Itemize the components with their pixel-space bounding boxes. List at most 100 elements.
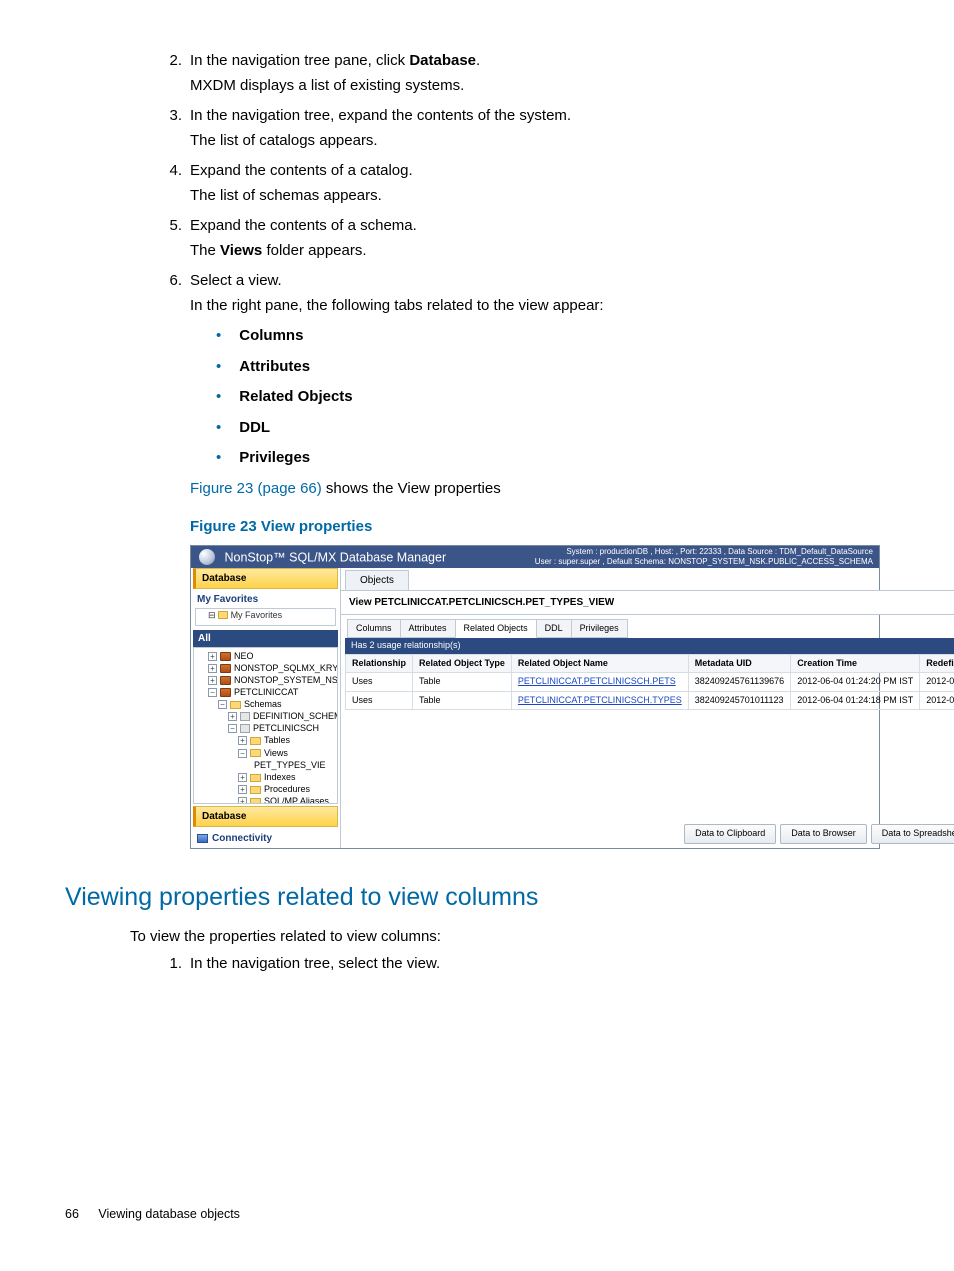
- tab-name: Attributes: [239, 358, 310, 375]
- grid-cell: Uses: [346, 673, 413, 692]
- tree-label: Views: [264, 748, 288, 758]
- step-text: In the navigation tree pane, click Datab…: [190, 52, 480, 69]
- tree-toggle-icon[interactable]: −: [218, 700, 227, 709]
- tab-list-item: Related Objects: [216, 386, 889, 409]
- section-intro: To view the properties related to view c…: [130, 926, 889, 949]
- tree-node[interactable]: PET_TYPES_VIE: [196, 759, 335, 771]
- tree-node[interactable]: + Indexes: [196, 771, 335, 783]
- tree-node[interactable]: +Tables: [196, 734, 335, 746]
- tab-name: DDL: [239, 419, 270, 436]
- detail-tab[interactable]: Columns: [347, 619, 401, 639]
- tree-toggle-icon[interactable]: +: [238, 773, 247, 782]
- grid-cell: Table: [413, 691, 512, 710]
- schema-icon: [240, 724, 250, 733]
- figure-caption: Figure 23 View properties: [190, 516, 889, 539]
- tree-toggle-icon[interactable]: −: [238, 749, 247, 758]
- export-button[interactable]: Data to Spreadsheet: [871, 824, 954, 844]
- detail-tab[interactable]: Related Objects: [455, 619, 537, 639]
- tree-toggle-icon[interactable]: +: [208, 652, 217, 661]
- tree-node[interactable]: −Schemas: [196, 698, 335, 710]
- table-row[interactable]: UsesTablePETCLINICCAT.PETCLINICSCH.TYPES…: [346, 691, 954, 710]
- connectivity-icon: [197, 834, 208, 843]
- tree-node[interactable]: + NONSTOP_SYSTEM_NSK: [196, 674, 335, 686]
- app-titlebar: NonStop™ SQL/MX Database Manager System …: [191, 546, 879, 568]
- tree-node[interactable]: +SQL/MP Aliases: [196, 795, 335, 803]
- view-tabs-list: ColumnsAttributesRelated ObjectsDDLPrivi…: [216, 325, 889, 470]
- sys-line-1: System : productionDB , Host: , Port: 22…: [535, 547, 873, 557]
- step-text: The list of schemas appears.: [190, 185, 889, 208]
- grid-header-row: RelationshipRelated Object TypeRelated O…: [346, 654, 954, 673]
- tree-toggle-icon[interactable]: −: [228, 724, 237, 733]
- tree-node[interactable]: +NONSTOP_SQLMX_KRYPTO: [196, 662, 335, 674]
- grid-header-cell[interactable]: Related Object Name: [511, 654, 688, 673]
- nav-database-header[interactable]: Database: [193, 568, 338, 589]
- tree-node[interactable]: − PETCLINICCAT: [196, 686, 335, 698]
- grid-cell[interactable]: PETCLINICCAT.PETCLINICSCH.TYPES: [511, 691, 688, 710]
- catalog-icon: [220, 676, 231, 685]
- export-button[interactable]: Data to Browser: [780, 824, 867, 844]
- step-text: Expand the contents of a catalog.: [190, 162, 413, 179]
- tree-label: PET_TYPES_VIE: [254, 760, 326, 770]
- tree-toggle-icon[interactable]: +: [238, 785, 247, 794]
- tree-toggle-icon[interactable]: +: [208, 664, 217, 673]
- tree-node[interactable]: − PETCLINICSCH: [196, 722, 335, 734]
- nav-favorites-header: My Favorites: [193, 591, 338, 608]
- tree-label: NONSTOP_SYSTEM_NSK: [234, 675, 338, 685]
- tree-toggle-icon[interactable]: −: [208, 688, 217, 697]
- content-pane: Objects View PETCLINICCAT.PETCLINICSCH.P…: [341, 568, 954, 848]
- catalog-icon: [220, 652, 231, 661]
- step-item: 1.In the navigation tree, select the vie…: [160, 953, 889, 976]
- tab-list-item: DDL: [216, 417, 889, 440]
- page-number: 66: [65, 1205, 79, 1224]
- step-item: 2.In the navigation tree pane, click Dat…: [160, 50, 889, 97]
- tree-label: PETCLINICCAT: [234, 687, 298, 697]
- nav-all-header: All: [193, 630, 338, 647]
- tree-toggle-icon[interactable]: +: [208, 676, 217, 685]
- section-heading: Viewing properties related to view colum…: [65, 879, 889, 917]
- detail-tab[interactable]: Privileges: [571, 619, 628, 639]
- tree-node[interactable]: +NEO: [196, 650, 335, 662]
- nav-favorites-box: ⊟ My Favorites: [195, 608, 336, 626]
- tree-node[interactable]: + DEFINITION_SCHEMA…: [196, 710, 335, 722]
- export-button[interactable]: Data to Clipboard: [684, 824, 776, 844]
- tree-toggle-icon[interactable]: +: [228, 712, 237, 721]
- tree-node[interactable]: − Views: [196, 747, 335, 759]
- detail-tab[interactable]: DDL: [536, 619, 572, 639]
- nav-database-footer[interactable]: Database: [193, 806, 338, 827]
- grid-header-cell[interactable]: Relationship: [346, 654, 413, 673]
- tree-node[interactable]: +Procedures: [196, 783, 335, 795]
- step-number: 6.: [160, 270, 182, 293]
- grid-cell[interactable]: PETCLINICCAT.PETCLINICSCH.PETS: [511, 673, 688, 692]
- tab-list-item: Columns: [216, 325, 889, 348]
- tree-toggle-icon[interactable]: +: [238, 736, 247, 745]
- grid-header-cell[interactable]: Creation Time: [791, 654, 920, 673]
- footer-title: Viewing database objects: [98, 1207, 240, 1221]
- procedure-steps: 2.In the navigation tree pane, click Dat…: [160, 50, 889, 317]
- nav-connectivity[interactable]: Connectivity: [191, 829, 340, 848]
- tab-name: Related Objects: [239, 388, 352, 405]
- app-connection-info: System : productionDB , Host: , Port: 22…: [535, 547, 873, 567]
- objects-tab[interactable]: Objects: [345, 570, 409, 590]
- grid-header-cell[interactable]: Metadata UID: [688, 654, 790, 673]
- tree-label: DEFINITION_SCHEMA…: [253, 711, 338, 721]
- step-text: The list of catalogs appears.: [190, 130, 889, 153]
- figure-ref-tail: shows the View properties: [322, 480, 501, 497]
- fav-item[interactable]: ⊟ My Favorites: [208, 610, 282, 620]
- tree-label: Indexes: [264, 772, 296, 782]
- grid-header-cell[interactable]: Redefinition Time: [920, 654, 954, 673]
- step-text: In the navigation tree, expand the conte…: [190, 107, 571, 124]
- figure-ref-line: Figure 23 (page 66) shows the View prope…: [190, 478, 889, 501]
- grid-cell: 2012-06-04 01:24:22 PM IST: [920, 673, 954, 692]
- tree-label: PETCLINICSCH: [253, 723, 319, 733]
- catalog-icon: [220, 664, 231, 673]
- view-path-title: View PETCLINICCAT.PETCLINICSCH.PET_TYPES…: [341, 590, 954, 615]
- step-text: Select a view.: [190, 272, 282, 289]
- step-item: 3.In the navigation tree, expand the con…: [160, 105, 889, 152]
- step-number: 5.: [160, 215, 182, 238]
- tab-list-item: Attributes: [216, 356, 889, 379]
- nav-tree[interactable]: +NEO+NONSTOP_SQLMX_KRYPTO+NONSTOP_SYSTEM…: [193, 647, 338, 804]
- grid-header-cell[interactable]: Related Object Type: [413, 654, 512, 673]
- figure-ref-link[interactable]: Figure 23 (page 66): [190, 480, 322, 497]
- table-row[interactable]: UsesTablePETCLINICCAT.PETCLINICSCH.PETS3…: [346, 673, 954, 692]
- detail-tab[interactable]: Attributes: [400, 619, 456, 639]
